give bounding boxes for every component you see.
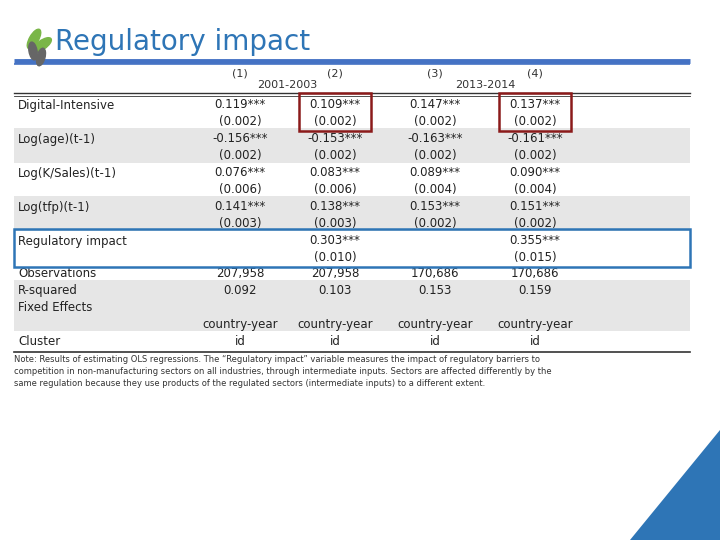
- Bar: [14, 129, 690, 163]
- Bar: [14, 280, 690, 332]
- Ellipse shape: [37, 48, 45, 66]
- Text: Fixed Effects: Fixed Effects: [18, 301, 92, 314]
- Text: 0.153: 0.153: [418, 284, 451, 297]
- Text: 0.090***: 0.090***: [510, 166, 560, 179]
- Text: (0.010): (0.010): [314, 252, 356, 265]
- Text: (0.002): (0.002): [513, 116, 557, 129]
- Text: 0.103: 0.103: [318, 284, 351, 297]
- Bar: [14, 197, 690, 231]
- Ellipse shape: [27, 29, 41, 49]
- Text: 0.147***: 0.147***: [410, 98, 461, 111]
- Text: Note: Results of estimating OLS regressions. The “Regulatory impact” variable me: Note: Results of estimating OLS regressi…: [14, 355, 552, 388]
- Text: 0.141***: 0.141***: [215, 200, 266, 213]
- Text: id: id: [235, 335, 246, 348]
- Text: -0.153***: -0.153***: [307, 132, 363, 145]
- Text: 0.109***: 0.109***: [310, 98, 361, 111]
- Text: (4): (4): [527, 69, 543, 79]
- Text: (0.003): (0.003): [314, 218, 356, 231]
- Text: 0.119***: 0.119***: [215, 98, 266, 111]
- Text: country-year: country-year: [498, 318, 573, 331]
- Text: (0.006): (0.006): [219, 184, 261, 197]
- Text: (0.002): (0.002): [414, 218, 456, 231]
- Polygon shape: [630, 430, 720, 540]
- Text: 0.159: 0.159: [518, 284, 552, 297]
- Text: 0.303***: 0.303***: [310, 234, 361, 247]
- Text: id: id: [330, 335, 341, 348]
- Text: Log(K/Sales)(t-1): Log(K/Sales)(t-1): [18, 166, 117, 179]
- Text: Digital-Intensive: Digital-Intensive: [18, 98, 115, 111]
- Text: Log(tfp)(t-1): Log(tfp)(t-1): [18, 200, 91, 213]
- Text: 207,958: 207,958: [216, 267, 264, 280]
- Text: (0.002): (0.002): [314, 116, 356, 129]
- Text: (0.002): (0.002): [414, 116, 456, 129]
- Text: -0.156***: -0.156***: [212, 132, 268, 145]
- Text: country-year: country-year: [297, 318, 373, 331]
- Text: 0.076***: 0.076***: [215, 166, 266, 179]
- Text: (3): (3): [427, 69, 443, 79]
- Text: (1): (1): [232, 69, 248, 79]
- Text: (0.006): (0.006): [314, 184, 356, 197]
- Ellipse shape: [29, 42, 37, 60]
- Text: 2013-2014: 2013-2014: [455, 80, 516, 90]
- Text: Cluster: Cluster: [18, 335, 60, 348]
- Text: 0.153***: 0.153***: [410, 200, 461, 213]
- Text: (0.002): (0.002): [219, 150, 261, 163]
- Text: 0.137***: 0.137***: [510, 98, 561, 111]
- Text: 0.089***: 0.089***: [410, 166, 461, 179]
- Text: Regulatory impact: Regulatory impact: [55, 28, 310, 56]
- Text: (0.004): (0.004): [513, 184, 557, 197]
- Text: Log(age)(t-1): Log(age)(t-1): [18, 132, 96, 145]
- Text: (0.002): (0.002): [513, 218, 557, 231]
- Text: (0.002): (0.002): [314, 150, 356, 163]
- Text: id: id: [430, 335, 441, 348]
- Text: (0.015): (0.015): [513, 252, 557, 265]
- Text: 0.355***: 0.355***: [510, 234, 560, 247]
- Text: 0.138***: 0.138***: [310, 200, 361, 213]
- Text: R-squared: R-squared: [18, 284, 78, 297]
- Text: 0.151***: 0.151***: [510, 200, 561, 213]
- Text: 170,686: 170,686: [510, 267, 559, 280]
- Text: 2001-2003: 2001-2003: [257, 80, 318, 90]
- Text: (0.004): (0.004): [414, 184, 456, 197]
- Text: 0.083***: 0.083***: [310, 166, 361, 179]
- Text: Observations: Observations: [18, 267, 96, 280]
- Text: 207,958: 207,958: [311, 267, 359, 280]
- Text: 170,686: 170,686: [410, 267, 459, 280]
- Text: -0.163***: -0.163***: [408, 132, 463, 145]
- Text: 0.092: 0.092: [223, 284, 257, 297]
- Text: (0.002): (0.002): [219, 116, 261, 129]
- Text: id: id: [530, 335, 541, 348]
- Text: country-year: country-year: [202, 318, 278, 331]
- Text: (2): (2): [327, 69, 343, 79]
- Ellipse shape: [32, 38, 51, 52]
- Text: (0.003): (0.003): [219, 218, 261, 231]
- Text: country-year: country-year: [397, 318, 473, 331]
- Text: Regulatory impact: Regulatory impact: [18, 234, 127, 247]
- Text: -0.161***: -0.161***: [507, 132, 563, 145]
- Text: (0.002): (0.002): [414, 150, 456, 163]
- Text: (0.002): (0.002): [513, 150, 557, 163]
